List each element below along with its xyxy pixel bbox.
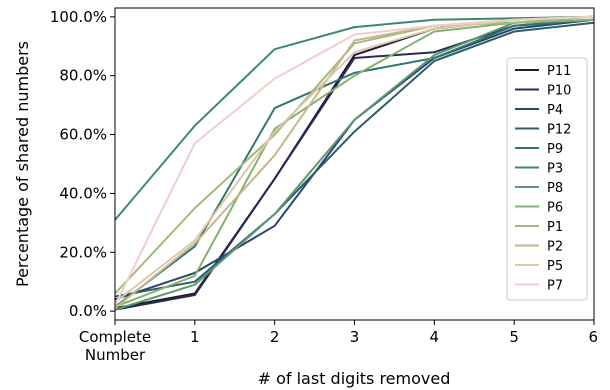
x-axis: Complete Number 1 2 3 4 5 6 bbox=[79, 320, 598, 364]
x-tick-label-line: Number bbox=[85, 346, 146, 364]
y-tick-label: 20.0% bbox=[59, 243, 107, 261]
legend-label: P7 bbox=[547, 279, 563, 294]
legend-label: P3 bbox=[547, 162, 563, 177]
legend-label: P6 bbox=[547, 201, 563, 216]
x-tick-label-line: Complete bbox=[79, 328, 151, 346]
x-axis-title: # of last digits removed bbox=[258, 369, 451, 388]
legend-label: P12 bbox=[547, 123, 571, 138]
legend-label: P5 bbox=[547, 259, 563, 274]
series-layer bbox=[114, 15, 595, 311]
x-tick-label-line: 2 bbox=[270, 328, 280, 346]
x-tick-label: 2 bbox=[270, 328, 280, 346]
legend-label: P1 bbox=[547, 220, 563, 235]
x-tick-label: 5 bbox=[509, 328, 519, 346]
y-axis-title: Percentage of shared numbers bbox=[13, 41, 32, 287]
legend-label: P11 bbox=[547, 64, 571, 79]
legend-label: P9 bbox=[547, 142, 563, 157]
legend-label: P4 bbox=[547, 103, 563, 118]
legend-box bbox=[506, 57, 588, 301]
x-tick-label-line: 4 bbox=[430, 328, 440, 346]
y-tick-label: 60.0% bbox=[59, 126, 107, 144]
x-tick-label-line: 1 bbox=[190, 328, 200, 346]
series-line-p7 bbox=[114, 15, 595, 306]
y-tick-label: 0.0% bbox=[69, 302, 107, 320]
series-line-p1 bbox=[114, 15, 595, 295]
y-axis: 0.0% 20.0% 40.0% 60.0% 80.0% 100.0% bbox=[50, 8, 115, 320]
legend: P11 P10 P4 P12 P9 P3 P8 P6 P1 P2 P5 P7 bbox=[506, 57, 588, 301]
y-tick-label: 80.0% bbox=[59, 67, 107, 85]
y-tick-label: 40.0% bbox=[59, 184, 107, 202]
x-tick-label: Complete Number bbox=[79, 328, 151, 364]
x-tick-label-line: 6 bbox=[588, 328, 598, 346]
series-line-p9 bbox=[114, 18, 595, 308]
x-tick-label: 4 bbox=[430, 328, 440, 346]
x-tick-label: 3 bbox=[350, 328, 360, 346]
x-tick-label-line: 3 bbox=[350, 328, 360, 346]
y-tick-label: 100.0% bbox=[50, 8, 107, 26]
x-tick-label-line: 5 bbox=[509, 328, 519, 346]
x-tick-label: 1 bbox=[190, 328, 200, 346]
legend-label: P10 bbox=[547, 84, 571, 99]
legend-label: P8 bbox=[547, 181, 563, 196]
series-line-p12 bbox=[114, 21, 595, 298]
series-line-p3 bbox=[114, 15, 595, 221]
legend-label: P2 bbox=[547, 240, 563, 255]
x-tick-label: 6 bbox=[588, 328, 598, 346]
